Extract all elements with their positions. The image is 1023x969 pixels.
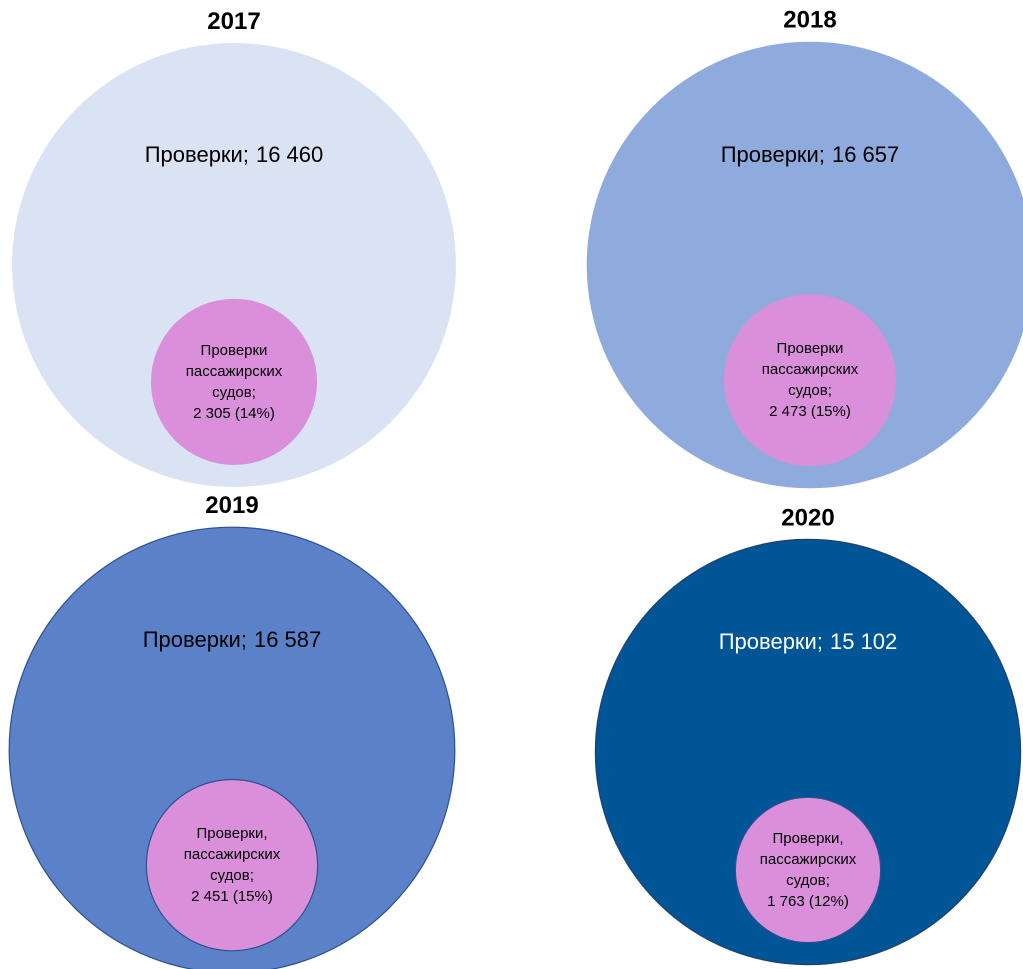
inner-text: Проверки пассажирских судов; 2 305 (14%)	[164, 340, 304, 424]
inner-text: Проверки, пассажирских судов; 2 451 (15%)	[162, 823, 302, 907]
inner-label: Проверки пассажирских судов; 2 473 (15%)	[740, 320, 880, 440]
outer-label: Проверки; 16 657	[721, 142, 900, 167]
inner-label-box: Проверки пассажирских судов; 2 473 (15%)	[740, 320, 880, 440]
inner-value: 2 451 (15%)	[191, 888, 273, 906]
circle-chart: 2020 Проверки; 15 102 Проверки, пассажирски…	[594, 504, 1022, 966]
inner-name: Проверки пассажирских судов;	[761, 340, 859, 400]
inner-circle	[145, 778, 319, 952]
chart-title: 2018	[783, 7, 836, 34]
inner-label: Проверки, пассажирских судов; 1 763 (12%)	[738, 810, 878, 930]
chart-title: 2019	[205, 492, 258, 519]
inner-value: 2 305 (14%)	[193, 404, 275, 422]
outer-label: Проверки; 15 102	[719, 629, 898, 654]
outer-circle	[586, 41, 1023, 489]
inner-text: Проверки, пассажирских судов; 1 763 (12%)	[738, 828, 878, 912]
inner-value: 1 763 (12%)	[767, 892, 849, 910]
inner-name: Проверки, пассажирских судов;	[183, 825, 281, 885]
inner-circle	[734, 796, 882, 944]
outer-name: Проверки;	[721, 142, 825, 167]
inner-name: Проверки, пассажирских судов;	[759, 829, 857, 889]
outer-circle	[12, 43, 456, 487]
outer-value: 15 102	[830, 629, 897, 654]
outer-name: Проверки;	[719, 629, 823, 654]
outer-circle	[594, 538, 1022, 966]
outer-value: 16 657	[832, 142, 899, 167]
inner-value: 2 473 (15%)	[769, 403, 851, 421]
outer-name: Проверки;	[145, 142, 249, 167]
circle-chart: 2017 Проверки; 16 460 Проверки пассажирских…	[12, 8, 456, 487]
outer-value: 16 460	[256, 142, 323, 167]
inner-label-box: Проверки, пассажирских судов; 2 451 (15%)	[162, 805, 302, 925]
inner-text: Проверки пассажирских судов; 2 473 (15%)	[740, 338, 880, 422]
circle-chart: 2019 Проверки; 16 587 Проверки, пассажирски…	[8, 492, 456, 969]
inner-label-box: Проверки пассажирских судов; 2 305 (14%)	[164, 322, 304, 442]
chart-title: 2017	[207, 8, 260, 35]
inner-circle	[150, 298, 318, 465]
inner-name: Проверки пассажирских судов;	[185, 341, 283, 401]
inner-label: Проверки, пассажирских судов; 2 451 (15%)	[162, 805, 302, 925]
circle-chart: 2018 Проверки; 16 657 Проверки пассажирских…	[586, 7, 1023, 489]
outer-circle	[8, 526, 456, 969]
outer-label: Проверки; 16 460	[145, 142, 324, 167]
outer-label: Проверки; 16 587	[143, 627, 322, 652]
outer-name: Проверки;	[143, 627, 247, 652]
inner-label-box: Проверки, пассажирских судов; 1 763 (12%)	[738, 810, 878, 930]
inner-label: Проверки пассажирских судов; 2 305 (14%)	[164, 322, 304, 442]
outer-value: 16 587	[254, 627, 321, 652]
inner-circle	[723, 294, 897, 467]
chart-title: 2020	[781, 504, 834, 531]
